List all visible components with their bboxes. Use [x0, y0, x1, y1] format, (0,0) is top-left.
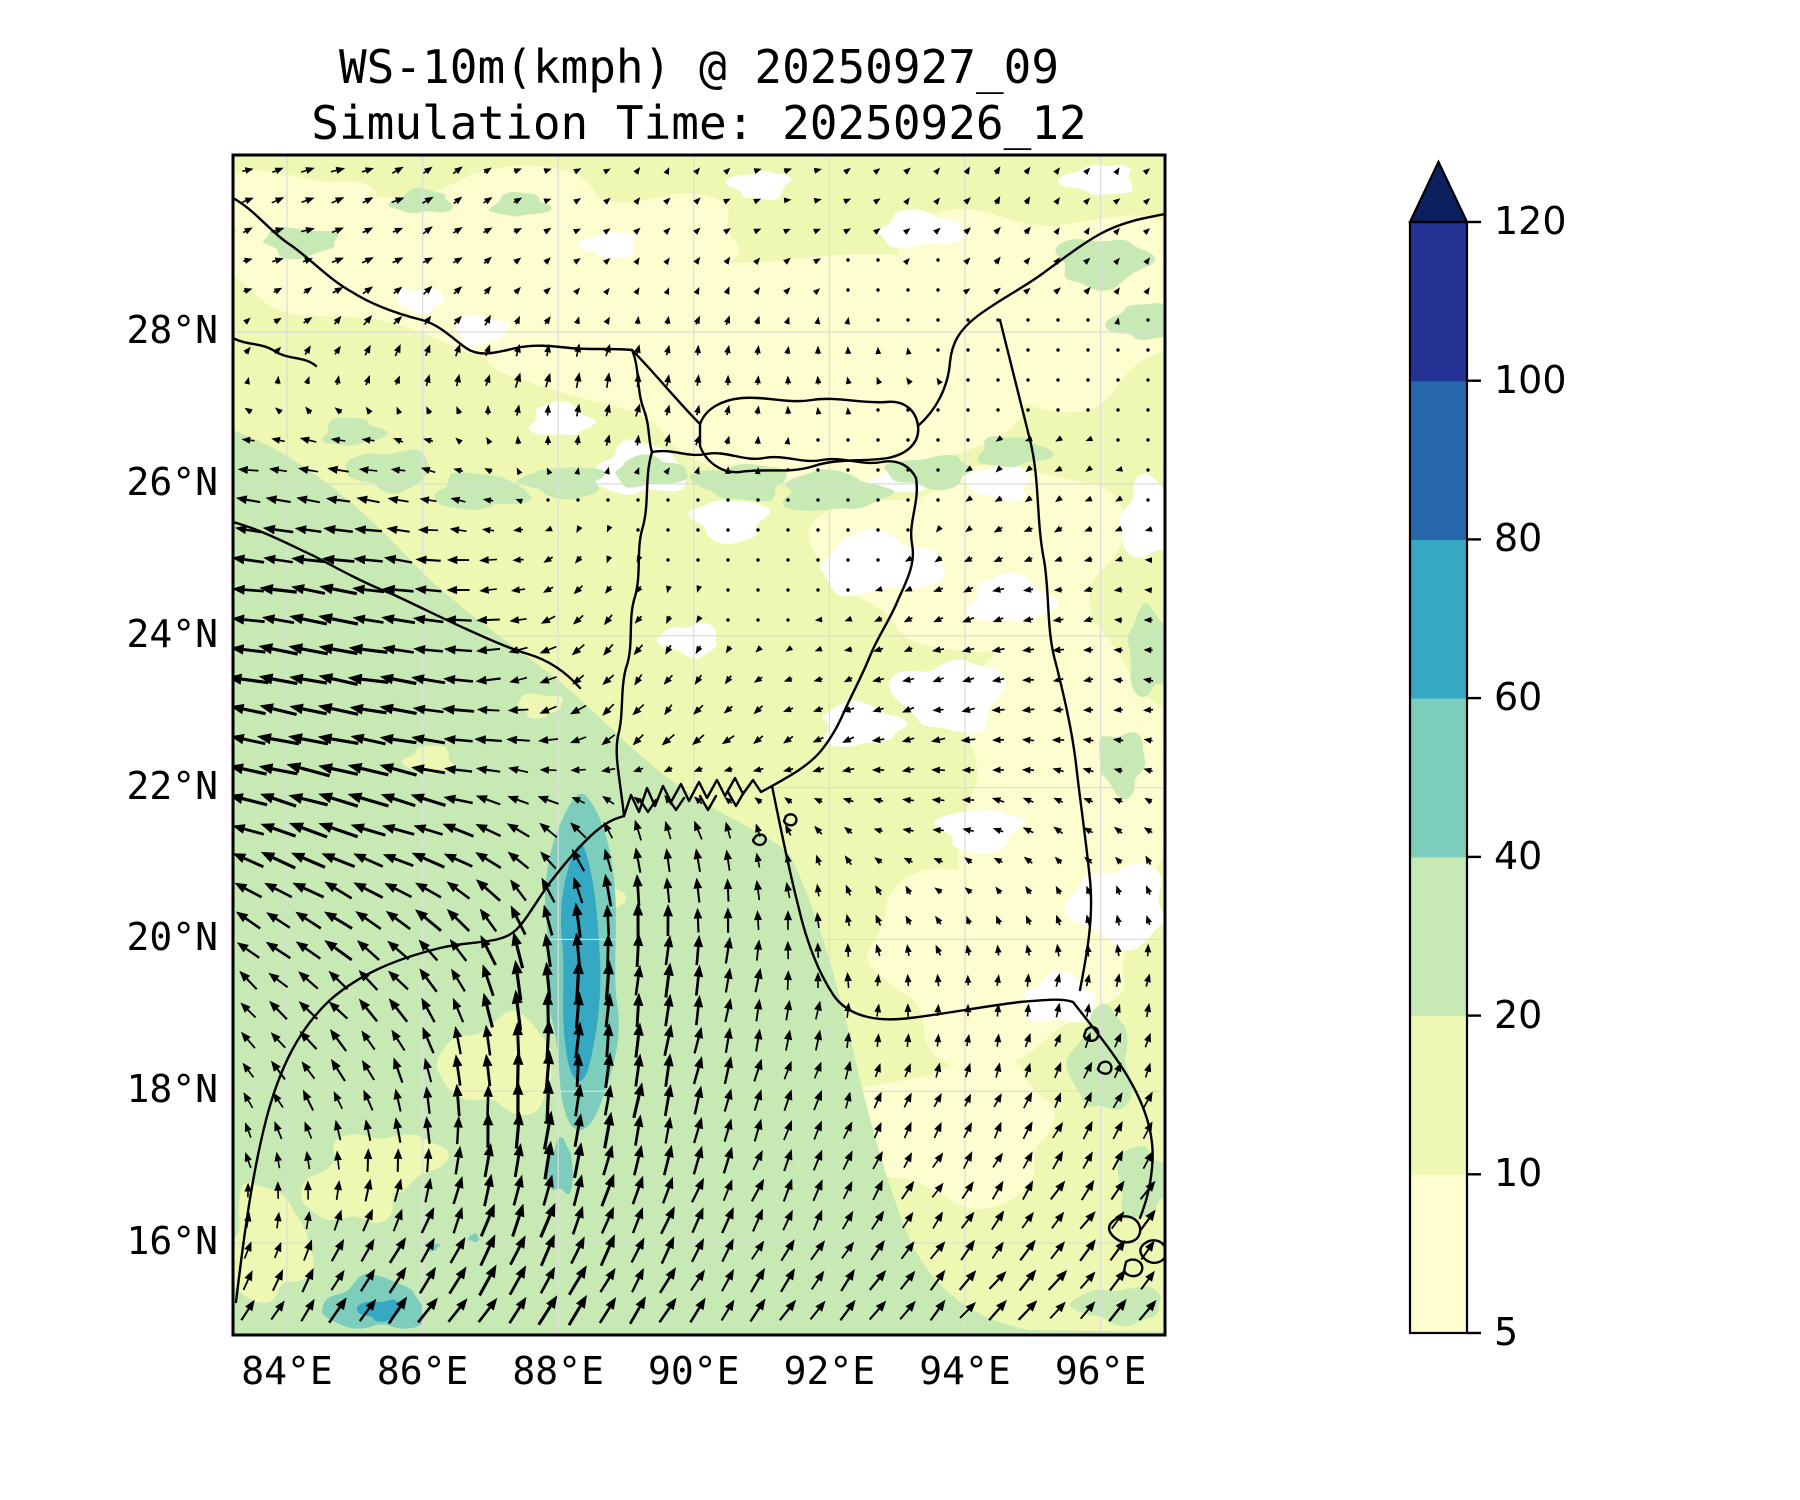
border-bangladesh-east	[770, 476, 918, 788]
colorbar-extend-arrow	[1408, 159, 1469, 224]
fill-10-20-patch	[436, 1010, 552, 1116]
border-sikkim-corridor	[630, 348, 654, 454]
fill-20-40-patch	[1099, 732, 1146, 800]
y-tick-label: 28°N	[126, 308, 218, 352]
colorbar-segment	[1410, 539, 1467, 699]
fill-under-5-patch	[528, 400, 596, 436]
fill-20-40-patch	[488, 191, 552, 217]
x-tick-label: 94°E	[919, 1349, 1011, 1393]
colorbar-segment	[1410, 1174, 1467, 1334]
y-tick-label: 26°N	[126, 459, 218, 504]
colorbar-segment	[1410, 222, 1467, 382]
border-bangladesh-north	[650, 449, 918, 480]
colorbar-tick-label: 120	[1494, 199, 1567, 243]
map-frame	[231, 153, 1167, 1337]
fill-20-40-patch	[1055, 239, 1156, 291]
y-tick-label: 16°N	[126, 1219, 218, 1264]
fill-20-40-patch	[1066, 1003, 1132, 1110]
fill-20-40-patch	[782, 469, 895, 512]
fill-under-5-patch	[577, 231, 636, 259]
fill-5-10-patch	[828, 1053, 1055, 1210]
y-tick-label: 20°N	[126, 915, 218, 960]
colorbar-tick-label: 20	[1494, 992, 1543, 1037]
x-tick-label: 90°E	[648, 1349, 740, 1393]
coastline-arakan-islands	[1107, 1215, 1165, 1278]
colorbar-segment	[1410, 698, 1467, 858]
coastline-india-east	[234, 814, 626, 1304]
fill-under-5-patch	[688, 500, 771, 545]
x-tick-label: 88°E	[512, 1349, 604, 1393]
x-tick-label: 84°E	[241, 1349, 333, 1393]
fill-under-5-patch	[965, 573, 1059, 622]
fill-under-5-patch	[820, 529, 946, 597]
fill-under-5-patch	[725, 171, 792, 200]
fill-under-5-patch	[656, 623, 717, 659]
fill-20-40-patch	[345, 449, 430, 494]
colorbar	[1408, 159, 1481, 1335]
colorbar-segment	[1410, 380, 1467, 541]
fill-10-20-patch	[517, 693, 563, 719]
fill-under-5-patch	[934, 809, 1026, 854]
fill-under-5-patch	[396, 289, 445, 314]
colorbar-segment	[1410, 856, 1467, 1017]
fill-10-20-patch	[333, 1134, 450, 1194]
colorbar-tick-label: 80	[1494, 516, 1543, 561]
fill-10-20-patch	[588, 574, 653, 622]
border-arunachal	[916, 212, 1165, 428]
y-tick-label: 18°N	[126, 1067, 218, 1112]
coastline-delta-islands	[638, 790, 746, 814]
colorbar-tick-label: 10	[1494, 1151, 1543, 1196]
border-nepal-himalaya	[233, 196, 634, 355]
fill-under-5-patch	[877, 209, 966, 249]
fill-20-40-patch	[1069, 1286, 1161, 1327]
colorbar-outline	[1408, 220, 1469, 1335]
fill-40-60-patch	[468, 1233, 480, 1242]
chart-title: WS-10m(kmph) @ 20250927_09	[338, 40, 1060, 94]
fill-20-40-patch	[263, 227, 339, 260]
wind-arrows	[233, 166, 1157, 1326]
fill-under-5-patch	[1058, 165, 1133, 196]
colorbar-tick-label: 100	[1494, 357, 1567, 402]
x-tick-label: 96°E	[1054, 1349, 1147, 1393]
colorbar-segment	[1410, 1015, 1467, 1175]
x-tick-label: 92°E	[783, 1349, 876, 1393]
fill-under-5-patch	[454, 314, 510, 347]
chart-subtitle: Simulation Time: 20250926_12	[311, 96, 1087, 150]
fill-under-5-patch	[888, 659, 1006, 734]
colorbar-tick-label: 5	[1494, 1310, 1519, 1354]
border-jharkhand	[233, 520, 582, 690]
fill-20-40-patch	[689, 464, 787, 502]
fill-under-5-patch	[963, 462, 1031, 502]
fill-under-5-patch	[1119, 473, 1165, 558]
map-area	[233, 155, 1165, 1335]
coastline-offshore-islands	[751, 813, 1113, 1075]
fill-20-40-patch	[884, 454, 971, 491]
fill-20-40-patch	[615, 454, 688, 488]
border-bangladesh-west	[615, 450, 654, 818]
colorbar-tick-label: 40	[1494, 833, 1543, 878]
border-himalaya-east	[630, 348, 702, 426]
x-tick-label: 86°E	[376, 1349, 469, 1393]
colorbar-tick-label: 60	[1494, 675, 1543, 720]
fill-20-40-patch	[388, 187, 453, 214]
y-tick-label: 22°N	[126, 763, 218, 808]
y-tick-label: 24°N	[126, 611, 218, 656]
fill-5-10-patch	[958, 601, 1165, 915]
fill-20-40-patch	[1105, 303, 1165, 340]
